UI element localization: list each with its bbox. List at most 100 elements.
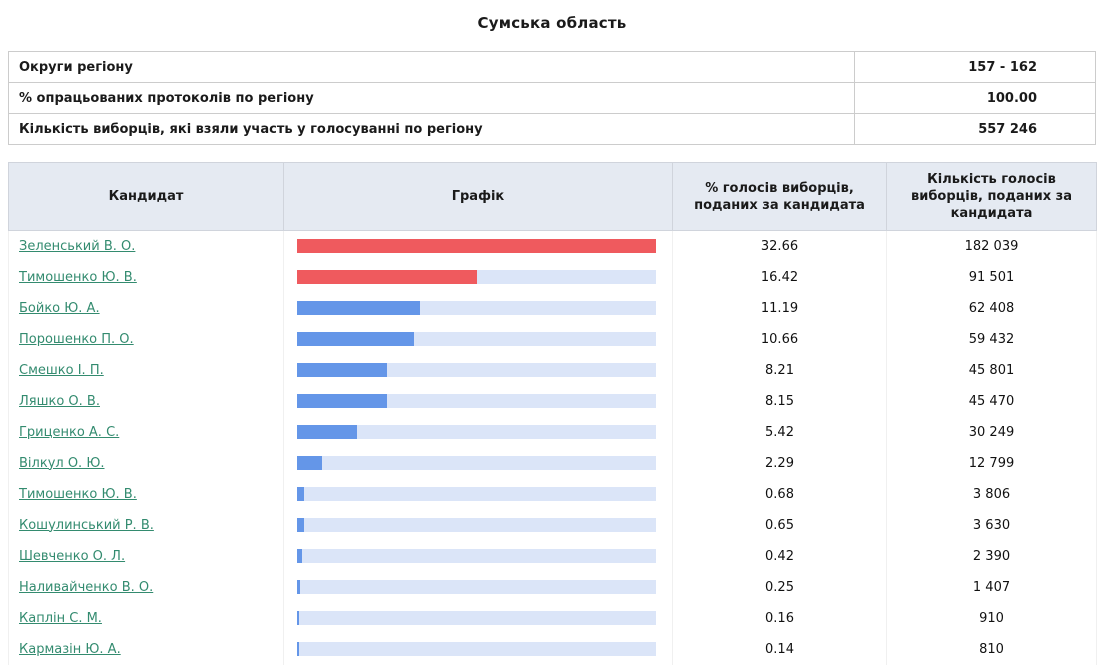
candidate-link[interactable]: Каплін С. М. <box>19 610 102 626</box>
summary-value: 557 246 <box>854 113 1096 145</box>
bar-fill <box>297 332 415 346</box>
votes-value: 45 470 <box>886 385 1097 417</box>
bar-fill <box>297 580 300 594</box>
table-row: Кармазін Ю. А. 0.14 810 <box>8 633 1097 665</box>
percent-value: 0.65 <box>672 509 887 541</box>
candidate-cell: Наливайченко В. О. <box>8 571 284 603</box>
percent-value: 10.66 <box>672 323 887 355</box>
candidate-link[interactable]: Зеленський В. О. <box>19 238 136 254</box>
candidate-cell: Гриценко А. С. <box>8 416 284 448</box>
table-row: Каплін С. М. 0.16 910 <box>8 602 1097 634</box>
graph-cell <box>283 292 673 324</box>
graph-cell <box>283 540 673 572</box>
candidate-cell: Тимошенко Ю. В. <box>8 478 284 510</box>
candidate-cell: Кармазін Ю. А. <box>8 633 284 665</box>
table-row: Гриценко А. С. 5.42 30 249 <box>8 416 1097 448</box>
percent-value: 0.25 <box>672 571 887 603</box>
votes-value: 62 408 <box>886 292 1097 324</box>
graph-cell <box>283 571 673 603</box>
graph-cell <box>283 478 673 510</box>
bar-track <box>297 642 656 656</box>
candidate-link[interactable]: Кармазін Ю. А. <box>19 641 121 657</box>
page-title: Сумська область <box>477 14 627 32</box>
graph-cell <box>283 602 673 634</box>
candidate-link[interactable]: Порошенко П. О. <box>19 331 134 347</box>
candidate-cell: Вілкул О. Ю. <box>8 447 284 479</box>
bar-track <box>297 363 656 377</box>
candidate-link[interactable]: Тимошенко Ю. В. <box>19 486 137 502</box>
bar-track <box>297 425 656 439</box>
summary-value: 157 - 162 <box>854 51 1096 83</box>
bar-fill <box>297 363 388 377</box>
percent-value: 16.42 <box>672 261 887 293</box>
table-row: Зеленський В. О. 32.66 182 039 <box>8 230 1097 262</box>
bar-track <box>297 394 656 408</box>
percent-value: 0.14 <box>672 633 887 665</box>
bar-fill <box>297 239 656 254</box>
table-row: Бойко Ю. А. 11.19 62 408 <box>8 292 1097 324</box>
candidate-link[interactable]: Бойко Ю. А. <box>19 300 100 316</box>
candidate-link[interactable]: Вілкул О. Ю. <box>19 455 105 471</box>
votes-value: 45 801 <box>886 354 1097 386</box>
summary-row: Округи регіону 157 - 162 <box>7 51 1096 83</box>
table-row: Тимошенко Ю. В. 0.68 3 806 <box>8 478 1097 510</box>
graph-cell <box>283 509 673 541</box>
bar-fill <box>297 642 299 656</box>
summary-label: Кількість виборців, які взяли участь у г… <box>7 113 856 145</box>
table-row: Шевченко О. Л. 0.42 2 390 <box>8 540 1097 572</box>
col-header-graph: Графік <box>283 162 673 231</box>
candidate-link[interactable]: Кошулинський Р. В. <box>19 517 154 533</box>
candidate-link[interactable]: Шевченко О. Л. <box>19 548 126 564</box>
votes-value: 810 <box>886 633 1097 665</box>
graph-cell <box>283 447 673 479</box>
bar-track <box>297 518 656 532</box>
percent-value: 5.42 <box>672 416 887 448</box>
col-header-candidate: Кандидат <box>8 162 284 231</box>
percent-value: 0.42 <box>672 540 887 572</box>
votes-value: 2 390 <box>886 540 1097 572</box>
table-row: Порошенко П. О. 10.66 59 432 <box>8 323 1097 355</box>
candidate-link[interactable]: Ляшко О. В. <box>19 393 100 409</box>
results-table: Кандидат Графік % голосів виборців, пода… <box>8 162 1097 665</box>
votes-value: 30 249 <box>886 416 1097 448</box>
votes-value: 12 799 <box>886 447 1097 479</box>
percent-value: 32.66 <box>672 230 887 262</box>
candidate-link[interactable]: Гриценко А. С. <box>19 424 120 440</box>
candidate-link[interactable]: Наливайченко В. О. <box>19 579 154 595</box>
candidate-cell: Кошулинський Р. В. <box>8 509 284 541</box>
candidate-link[interactable]: Смешко І. П. <box>19 362 104 378</box>
graph-cell <box>283 385 673 417</box>
candidate-cell: Тимошенко Ю. В. <box>8 261 284 293</box>
summary-row: % опрацьованих протоколів по регіону 100… <box>7 82 1096 114</box>
region-summary-table: Округи регіону 157 - 162 % опрацьованих … <box>7 51 1096 145</box>
candidate-cell: Зеленський В. О. <box>8 230 284 262</box>
summary-value: 100.00 <box>854 82 1096 114</box>
percent-value: 0.68 <box>672 478 887 510</box>
candidate-cell: Бойко Ю. А. <box>8 292 284 324</box>
candidate-cell: Смешко І. П. <box>8 354 284 386</box>
table-row: Наливайченко В. О. 0.25 1 407 <box>8 571 1097 603</box>
bar-fill <box>297 394 387 408</box>
votes-value: 910 <box>886 602 1097 634</box>
votes-value: 91 501 <box>886 261 1097 293</box>
percent-value: 8.15 <box>672 385 887 417</box>
bar-fill <box>297 301 420 315</box>
votes-value: 59 432 <box>886 323 1097 355</box>
graph-cell <box>283 354 673 386</box>
candidate-cell: Шевченко О. Л. <box>8 540 284 572</box>
table-row: Тимошенко Ю. В. 16.42 91 501 <box>8 261 1097 293</box>
graph-cell <box>283 416 673 448</box>
bar-track <box>297 487 656 501</box>
bar-fill <box>297 487 305 501</box>
bar-track <box>297 611 656 625</box>
col-header-percent: % голосів виборців, поданих за кандидата <box>672 162 887 231</box>
percent-value: 2.29 <box>672 447 887 479</box>
graph-cell <box>283 323 673 355</box>
percent-value: 11.19 <box>672 292 887 324</box>
results-header-row: Кандидат Графік % голосів виборців, пода… <box>8 162 1097 231</box>
bar-fill <box>297 456 323 470</box>
table-row: Ляшко О. В. 8.15 45 470 <box>8 385 1097 417</box>
candidate-link[interactable]: Тимошенко Ю. В. <box>19 269 137 285</box>
bar-track <box>297 332 656 346</box>
bar-fill <box>297 518 305 532</box>
